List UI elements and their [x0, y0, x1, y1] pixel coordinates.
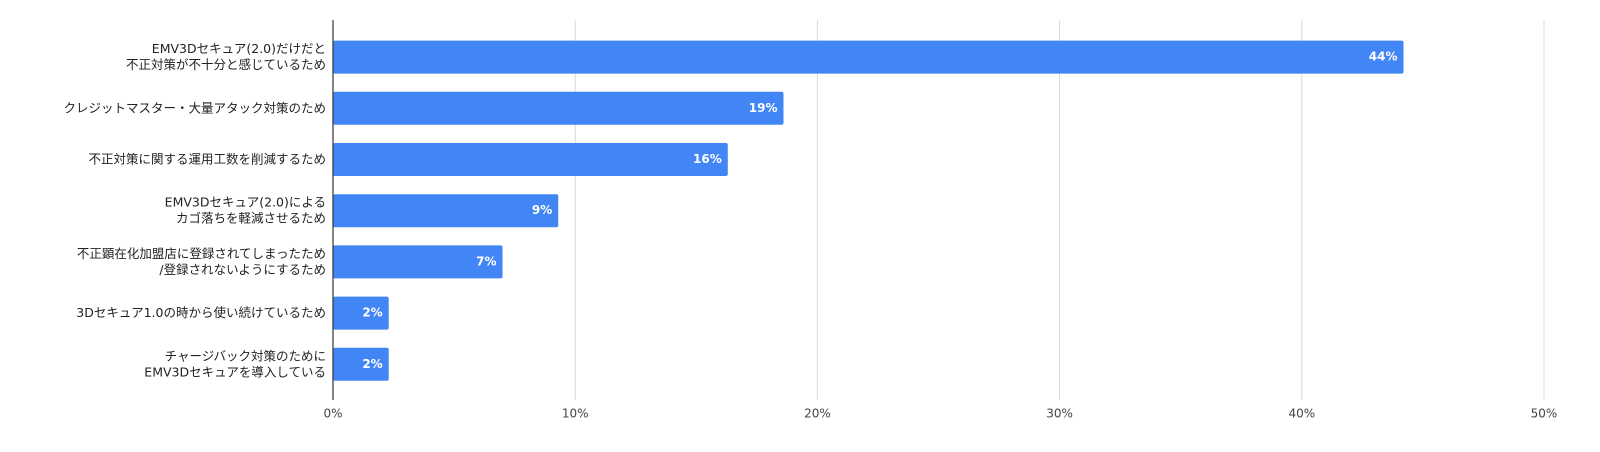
x-tick-label: 0% [323, 407, 342, 421]
bar [333, 194, 559, 228]
y-tick-label: 不正対策に関する運用工数を削減するため [88, 151, 326, 166]
bar [333, 143, 728, 176]
x-tick-label: 50% [1531, 407, 1558, 421]
value-label: 2% [362, 306, 382, 320]
bar [333, 347, 389, 381]
value-label: 9% [532, 203, 552, 217]
y-tick-label-line: EMV3Dセキュア(2.0)による [165, 194, 326, 209]
value-label: 7% [476, 254, 496, 268]
x-tick-label: 20% [804, 407, 831, 421]
y-tick-label-line: EMV3Dセキュアを導入している [144, 364, 326, 379]
y-tick-label: EMV3Dセキュア(2.0)だけだと不正対策が不十分と感じているため [126, 41, 326, 72]
x-tick-label: 40% [1288, 407, 1315, 421]
y-tick-label-line: EMV3Dセキュア(2.0)だけだと [152, 41, 326, 56]
value-label: 44% [1369, 50, 1398, 64]
y-tick-label-line: カゴ落ちを軽減させるため [176, 210, 326, 225]
bar [333, 245, 503, 279]
bar [333, 40, 1404, 74]
x-tick-label: 30% [1046, 407, 1073, 421]
y-tick-label-line: チャージバック対策のために [165, 348, 326, 363]
bar [333, 91, 784, 125]
value-label: 16% [693, 152, 722, 166]
x-tick-label: 10% [562, 407, 589, 421]
y-tick-label-line: クレジットマスター・大量アタック対策のため [63, 100, 326, 115]
y-tick-label-line: 不正顕在化加盟店に登録されてしまったため [77, 245, 326, 260]
y-tick-label: 3Dセキュア1.0の時から使い続けているため [76, 305, 326, 320]
value-label: 19% [749, 101, 778, 115]
bar [333, 296, 389, 330]
y-tick-label: チャージバック対策のために EMV3Dセキュアを導入している [144, 348, 326, 379]
y-tick-label-line: 3Dセキュア1.0の時から使い続けているため [76, 305, 326, 320]
y-tick-label: 不正顕在化加盟店に登録されてしまったため/登録されないようにするため [77, 245, 326, 276]
y-tick-label-line: /登録されないようにするため [159, 261, 326, 276]
y-tick-label-line: 不正対策が不十分と感じているため [126, 57, 326, 72]
value-label: 2% [362, 357, 382, 371]
y-tick-label-line: 不正対策に関する運用工数を削減するため [88, 151, 326, 166]
y-tick-label: EMV3Dセキュア(2.0)によるカゴ落ちを軽減させるため [165, 194, 326, 225]
y-tick-label: クレジットマスター・大量アタック対策のため [63, 100, 326, 115]
